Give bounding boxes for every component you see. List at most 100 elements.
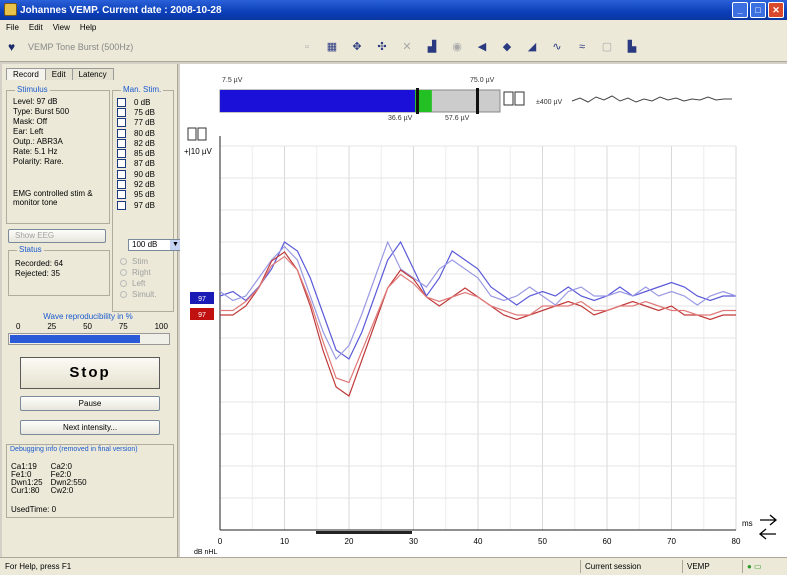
manual-stim-level[interactable]: 75 dB bbox=[117, 107, 155, 117]
back-icon[interactable]: ◀ bbox=[477, 41, 487, 53]
waveform-marker[interactable] bbox=[190, 292, 214, 304]
waveform-series-3 bbox=[220, 255, 736, 384]
option-stim[interactable]: Stim bbox=[120, 256, 156, 267]
eeg-label: 75.0 µV bbox=[470, 77, 495, 84]
toolbar: ♥ VEMP Tone Burst (500Hz) ▫ ▦ ✥ ✣ ✕ ▟ ◉ … bbox=[0, 34, 787, 62]
option-right-label: Right bbox=[132, 268, 151, 277]
manual-stim-level[interactable]: 80 dB bbox=[117, 128, 155, 138]
checkbox-icon[interactable] bbox=[117, 107, 126, 117]
stimulus-title: Stimulus bbox=[15, 85, 50, 94]
menu-help[interactable]: Help bbox=[79, 22, 97, 32]
debug-value: Cur1:80 bbox=[11, 486, 40, 495]
x-tick-label: 60 bbox=[603, 537, 612, 546]
eeg-label: 36.6 µV bbox=[388, 115, 413, 122]
maximize-button[interactable]: □ bbox=[750, 2, 766, 18]
manual-stim-level[interactable]: 92 dB bbox=[117, 179, 155, 190]
manual-stim-level-label: 0 dB bbox=[134, 97, 151, 107]
option-right[interactable]: Right bbox=[120, 267, 156, 278]
menu-bar: File Edit View Help bbox=[0, 20, 787, 34]
level-dropdown[interactable]: 100 dB ▼ bbox=[128, 239, 182, 251]
window-title: Johannes VEMP. Current date : 2008-10-28 bbox=[20, 4, 222, 16]
manual-stim-level[interactable]: 90 dB bbox=[117, 169, 155, 179]
checkbox-icon[interactable] bbox=[117, 128, 126, 138]
checkbox-icon[interactable] bbox=[117, 138, 126, 148]
stim-rate: Rate: 5.1 Hz bbox=[13, 147, 58, 156]
manual-stim-level-label: 92 dB bbox=[134, 180, 155, 190]
repro-tick: 50 bbox=[83, 322, 92, 331]
checkbox-icon[interactable] bbox=[117, 97, 126, 107]
manual-stim-level[interactable]: 87 dB bbox=[117, 159, 155, 169]
close-button[interactable]: ✕ bbox=[768, 2, 784, 18]
checkbox-icon[interactable] bbox=[117, 180, 126, 190]
control-panel: Record Edit Latency Stimulus Level: 97 d… bbox=[2, 64, 182, 557]
test-selector[interactable]: VEMP Tone Burst (500Hz) bbox=[28, 42, 134, 52]
checkbox-icon[interactable] bbox=[117, 159, 126, 169]
chart-icon[interactable]: ▟ bbox=[427, 41, 437, 53]
checkbox-icon[interactable] bbox=[117, 149, 126, 159]
next-intensity-button[interactable]: Next intensity... bbox=[20, 420, 160, 435]
manual-stim-level[interactable]: 95 dB bbox=[117, 190, 155, 200]
title-bar: Johannes VEMP. Current date : 2008-10-28… bbox=[0, 0, 787, 20]
manual-stim-level[interactable]: 85 dB bbox=[117, 148, 155, 159]
compress-icon[interactable]: ✣ bbox=[377, 41, 387, 53]
used-time: UsedTime: 0 bbox=[11, 505, 57, 514]
debug-value: Ca2:0 bbox=[50, 462, 72, 471]
pause-button[interactable]: Pause bbox=[20, 396, 160, 411]
scale-down-icon[interactable] bbox=[503, 91, 514, 106]
y-scale-label: +|10 µV bbox=[184, 147, 212, 156]
status-title: Status bbox=[17, 245, 44, 254]
debug-value: Dwn2:550 bbox=[50, 478, 87, 487]
checkbox-icon[interactable] bbox=[117, 169, 126, 179]
amp-down-icon[interactable] bbox=[187, 127, 197, 141]
stim-level: Level: 97 dB bbox=[13, 97, 58, 106]
wave-double-icon[interactable]: ≈ bbox=[578, 41, 586, 53]
manual-stim-title: Man. Stim. bbox=[121, 85, 164, 94]
x-tick-label: 80 bbox=[732, 537, 741, 546]
waveform-series-1 bbox=[219, 240, 737, 361]
stop-button[interactable]: Stop bbox=[20, 357, 160, 389]
show-eeg-button[interactable]: Show EEG bbox=[8, 229, 106, 243]
compare-icon[interactable]: ◆ bbox=[502, 41, 512, 53]
expand-icon[interactable]: ✥ bbox=[352, 41, 362, 53]
manual-stim-level-label: 85 dB bbox=[134, 149, 155, 159]
menu-view[interactable]: View bbox=[52, 22, 70, 32]
debug-value: Fe2:0 bbox=[50, 470, 72, 479]
menu-edit[interactable]: Edit bbox=[28, 22, 43, 32]
manual-stim-level[interactable]: 0 dB bbox=[117, 97, 155, 107]
tab-record[interactable]: Record bbox=[6, 68, 46, 80]
help-text: For Help, press F1 bbox=[5, 562, 72, 571]
waveform-marker[interactable] bbox=[190, 308, 214, 320]
manual-stim-level-label: 75 dB bbox=[134, 107, 155, 117]
debug-value: Fe1:0 bbox=[11, 470, 32, 479]
tab-latency[interactable]: Latency bbox=[71, 68, 114, 80]
manual-stim-level[interactable]: 77 dB bbox=[117, 118, 155, 128]
tab-edit[interactable]: Edit bbox=[44, 68, 73, 80]
option-simult[interactable]: Simult. bbox=[120, 289, 156, 300]
debug-value: Dwn1:25 bbox=[11, 478, 43, 487]
wave-icon[interactable]: ∿ bbox=[552, 41, 562, 53]
recorded-label: Recorded: bbox=[15, 259, 52, 268]
disabled-icon[interactable]: ▢ bbox=[601, 41, 613, 53]
waveform-plot[interactable]: 7.5 µV 75.0 µV 36.6 µV 57.6 µV ±400 µV +|10 … bbox=[180, 64, 787, 557]
scale-up-icon[interactable] bbox=[514, 91, 525, 106]
marker-icon[interactable]: ◢ bbox=[527, 41, 537, 53]
expand-right-icon[interactable] bbox=[760, 514, 778, 526]
record-icon[interactable]: ◉ bbox=[452, 41, 462, 53]
checkbox-icon[interactable] bbox=[117, 190, 126, 200]
chevron-down-icon[interactable]: ▼ bbox=[170, 240, 181, 250]
option-left[interactable]: Left bbox=[120, 278, 156, 289]
checkbox-icon[interactable] bbox=[117, 200, 126, 210]
manual-stim-level[interactable]: 82 dB bbox=[117, 138, 155, 148]
checkbox-icon[interactable] bbox=[117, 118, 126, 128]
expand-left-icon[interactable] bbox=[758, 528, 776, 540]
manual-stim-level[interactable]: 97 dB bbox=[117, 200, 155, 210]
cross-icon[interactable]: ✕ bbox=[402, 41, 412, 53]
print-icon[interactable]: ▙ bbox=[627, 41, 637, 53]
amp-up-icon[interactable] bbox=[197, 127, 207, 141]
grid-icon[interactable]: ▦ bbox=[326, 41, 338, 53]
menu-file[interactable]: File bbox=[6, 22, 19, 32]
radio-icon bbox=[120, 291, 127, 299]
app-icon bbox=[4, 3, 17, 16]
manual-stim-level-label: 77 dB bbox=[134, 118, 155, 128]
minimize-button[interactable]: _ bbox=[732, 2, 748, 18]
